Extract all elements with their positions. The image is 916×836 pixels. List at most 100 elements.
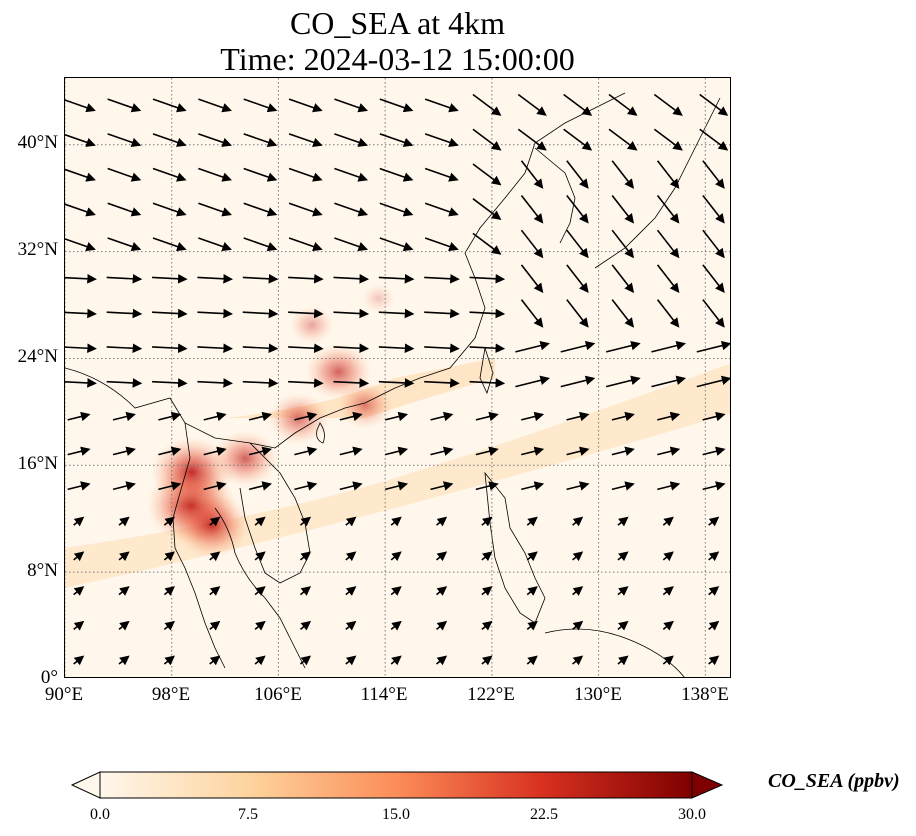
wind-vector-201 [345, 551, 357, 562]
colorbar [70, 771, 724, 799]
wind-vector-40 [520, 160, 544, 189]
wind-vector-129 [469, 378, 506, 388]
wind-vector-240 [73, 655, 85, 666]
co-band-2 [225, 358, 495, 418]
wind-vector-208 [662, 551, 674, 562]
wind-vector-110 [288, 343, 324, 354]
lon-tick-98: 98°E [151, 684, 191, 705]
wind-vector-213 [209, 586, 221, 596]
co-plume-6 [336, 381, 394, 430]
wind-vector-20 [288, 133, 323, 147]
wind-vector-35 [288, 167, 323, 182]
wind-vector-147 [611, 411, 635, 422]
wind-vector-72 [611, 229, 635, 259]
wind-vector-65 [288, 237, 323, 252]
wind-vector-32 [152, 167, 187, 182]
wind-vector-169 [248, 481, 272, 491]
wind-vector-148 [657, 411, 681, 422]
philippines [484, 471, 546, 624]
wind-vector-212 [163, 586, 175, 596]
lat-tick-16: 16°N [17, 453, 58, 474]
wind-vector-108 [197, 343, 233, 354]
wind-vector-225 [73, 620, 85, 631]
wind-vector-238 [662, 620, 674, 631]
wind-vector-247 [390, 655, 402, 666]
wind-vector-80 [288, 273, 324, 284]
wind-vector-82 [378, 273, 415, 284]
wind-vector-211 [118, 586, 130, 596]
wind-vector-25 [517, 128, 547, 151]
wind-vector-112 [378, 343, 415, 354]
wind-vector-58 [656, 194, 680, 224]
wind-vector-184 [254, 516, 266, 527]
wind-vector-2 [152, 98, 187, 113]
wind-vector-74 [702, 229, 725, 259]
wind-vector-61 [107, 237, 142, 252]
wind-vector-48 [198, 202, 232, 217]
wind-vector-37 [379, 167, 414, 182]
wind-vector-119 [696, 340, 730, 353]
wind-vector-214 [254, 586, 266, 596]
wind-vector-50 [288, 202, 323, 217]
wind-vector-19 [243, 133, 278, 147]
wind-vector-203 [436, 551, 448, 562]
wind-vector-251 [572, 655, 584, 666]
wind-vector-155 [294, 446, 318, 456]
lon-tick-138: 138°E [681, 684, 729, 705]
myanmar-coast [172, 422, 226, 669]
wind-vector-7 [379, 98, 414, 113]
wind-vector-63 [198, 237, 232, 252]
wind-vector-102 [611, 299, 635, 328]
wind-vector-124 [242, 378, 279, 388]
wind-vector-166 [112, 481, 136, 491]
wind-vector-87 [611, 264, 635, 294]
co-plume-3 [211, 430, 279, 488]
wind-vector-144 [475, 411, 499, 422]
wind-vector-200 [299, 551, 312, 562]
lon-tick-114: 114°E [360, 684, 408, 705]
lat-tick-24: 24°N [17, 346, 58, 367]
wind-vector-227 [163, 620, 175, 631]
wind-vector-253 [662, 655, 674, 666]
wind-vector-233 [436, 620, 448, 631]
wind-vector-252 [617, 655, 629, 666]
wind-vector-164 [702, 446, 726, 456]
wind-vector-4 [243, 98, 278, 113]
wind-vector-206 [572, 551, 584, 562]
wind-vector-221 [572, 586, 584, 596]
wind-vector-182 [163, 516, 175, 527]
wind-vector-126 [333, 378, 370, 388]
wind-vector-197 [163, 551, 175, 562]
wind-vector-174 [475, 481, 499, 491]
colorbar-gradient [99, 771, 693, 799]
wind-vector-178 [657, 481, 681, 491]
wind-vector-42 [611, 160, 635, 189]
wind-vector-113 [424, 343, 460, 354]
wind-vector-146 [566, 411, 590, 422]
wind-vector-209 [708, 551, 720, 562]
wind-vector-132 [605, 375, 641, 388]
wind-vector-120 [65, 378, 97, 388]
lat-tick-40: 40°N [17, 132, 58, 153]
wind-vector-159 [475, 446, 499, 456]
wind-vector-140 [294, 411, 318, 422]
wind-vector-196 [118, 551, 130, 562]
wind-vector-219 [481, 586, 493, 596]
wind-vector-133 [651, 375, 687, 388]
wind-vector-96 [333, 308, 370, 319]
wind-vector-92 [152, 308, 188, 319]
wind-vector-179 [702, 481, 726, 491]
wind-vector-49 [243, 202, 278, 217]
wind-vector-41 [566, 160, 589, 189]
wind-vector-12 [608, 93, 638, 116]
wind-vector-204 [481, 551, 493, 562]
wind-vector-193 [662, 516, 674, 527]
wind-vector-51 [334, 202, 369, 217]
wind-vector-177 [611, 481, 635, 491]
wind-vector-168 [203, 481, 227, 491]
hainan [316, 422, 325, 444]
wind-vector-135 [67, 411, 91, 422]
wind-vector-91 [106, 308, 143, 319]
wind-vector-6 [334, 98, 369, 113]
china-coastline [65, 92, 626, 449]
